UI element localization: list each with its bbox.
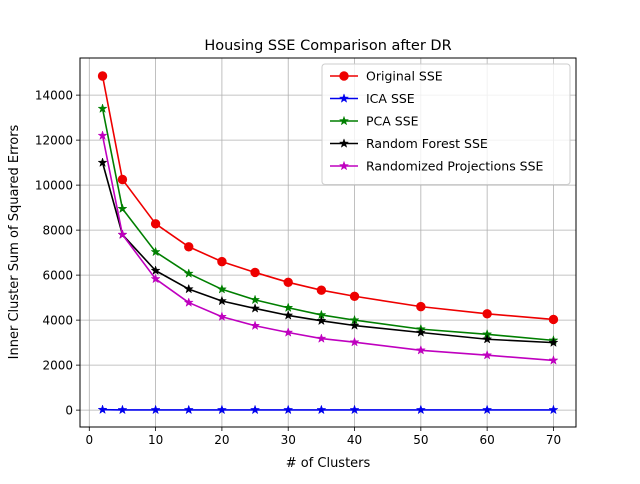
data-point — [251, 321, 260, 329]
legend-label: PCA SSE — [366, 114, 419, 129]
y-axis-label: Inner Cluster Sum of Squared Errors — [7, 124, 22, 359]
data-point — [184, 284, 193, 292]
x-axis-label: # of Clusters — [286, 456, 371, 471]
series-ica-sse — [98, 405, 558, 414]
data-point — [317, 405, 326, 413]
legend: Original SSE ICA SSE PCA SSE Random Forest … — [322, 64, 570, 185]
y-tick-label: 12000 — [35, 134, 73, 148]
chart-title: Housing SSE Comparison after DR — [204, 38, 451, 54]
legend-marker — [340, 72, 349, 81]
x-tick-label: 10 — [148, 433, 163, 447]
legend-label: ICA SSE — [366, 91, 415, 106]
x-tick-label: 60 — [480, 433, 495, 447]
data-point — [317, 286, 326, 295]
y-tick-label: 0 — [65, 404, 73, 418]
x-tick-label: 70 — [546, 433, 561, 447]
legend-label: Random Forest SSE — [366, 136, 488, 151]
x-tick-label: 50 — [413, 433, 428, 447]
data-point — [483, 310, 492, 319]
data-point — [317, 334, 326, 342]
data-point — [350, 292, 359, 301]
x-tick-label: 20 — [214, 433, 229, 447]
data-point — [251, 268, 260, 277]
y-tick-label: 2000 — [42, 359, 73, 373]
data-point — [284, 278, 293, 287]
y-tick-label: 10000 — [35, 179, 73, 193]
x-tick-label: 0 — [85, 433, 93, 447]
data-point — [251, 295, 260, 303]
data-point — [317, 316, 326, 324]
y-tick-label: 6000 — [42, 269, 73, 283]
x-tick-label: 30 — [281, 433, 296, 447]
data-point — [118, 204, 127, 212]
data-point — [251, 304, 260, 312]
data-point — [549, 315, 558, 324]
y-tick-label: 14000 — [35, 89, 73, 103]
data-point — [98, 405, 107, 413]
legend-label: Original SSE — [366, 69, 443, 84]
data-point — [118, 405, 127, 413]
data-point — [417, 302, 426, 311]
data-point — [218, 257, 227, 266]
data-point — [184, 298, 193, 306]
data-point — [98, 72, 107, 81]
legend-label: Randomized Projections SSE — [366, 159, 544, 174]
data-point — [184, 242, 193, 251]
data-point — [184, 405, 193, 413]
data-point — [151, 220, 160, 229]
data-point — [251, 405, 260, 413]
y-tick-label: 8000 — [42, 224, 73, 238]
data-point — [118, 175, 127, 184]
x-tick-label: 40 — [347, 433, 362, 447]
data-point — [184, 269, 193, 277]
y-tick-label: 4000 — [42, 314, 73, 328]
